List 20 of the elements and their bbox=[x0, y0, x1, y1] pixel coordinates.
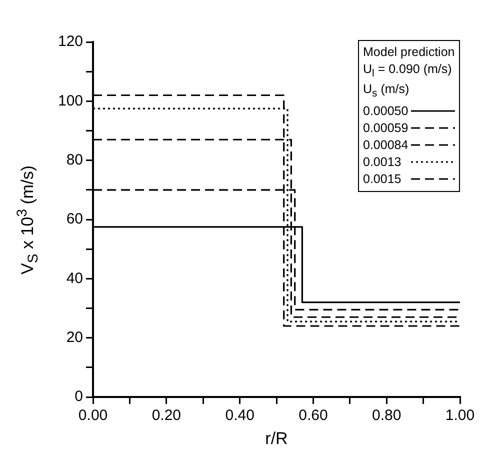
y-tick-label: 80 bbox=[66, 151, 84, 168]
y-tick-label: 120 bbox=[58, 33, 84, 50]
x-axis-title: r/R bbox=[265, 429, 288, 449]
y-tick-label: 60 bbox=[66, 210, 84, 228]
y-tick-label: 100 bbox=[58, 92, 84, 110]
x-tick-label: 1.00 bbox=[445, 407, 475, 424]
legend-label: 0.00050 bbox=[363, 104, 410, 118]
legend-label: 0.00059 bbox=[363, 120, 410, 134]
legend-label: 0.00084 bbox=[363, 138, 410, 152]
y-tick-label: 20 bbox=[66, 328, 84, 346]
x-tick-label: 0.40 bbox=[225, 407, 254, 424]
legend-label: 0.0015 bbox=[363, 172, 402, 186]
x-tick-label: 0.80 bbox=[372, 407, 402, 424]
legend-label: 0.0013 bbox=[363, 154, 402, 168]
x-tick-label: 0.00 bbox=[78, 407, 108, 424]
x-tick-label: 0.60 bbox=[298, 407, 328, 424]
x-tick-label: 0.20 bbox=[152, 407, 182, 424]
y-tick-label: 40 bbox=[66, 270, 84, 287]
legend-title: Model prediction U$_{l}$ = 0.090 (m/s) U$_{s}$ (m/s) bbox=[363, 44, 455, 102]
y-tick-label: 0 bbox=[74, 388, 84, 406]
